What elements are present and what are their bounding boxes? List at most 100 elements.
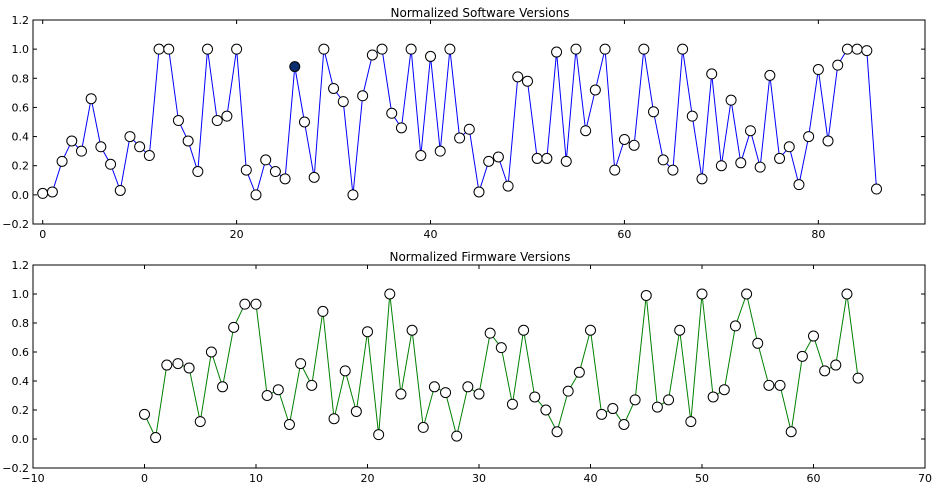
x-tick-label: 60 bbox=[807, 472, 821, 485]
data-point bbox=[366, 49, 378, 61]
data-point bbox=[852, 372, 864, 384]
data-point bbox=[161, 359, 173, 371]
data-point bbox=[764, 69, 776, 81]
data-point bbox=[283, 419, 295, 430]
data-point bbox=[463, 123, 475, 135]
data-point bbox=[37, 187, 49, 199]
data-point bbox=[95, 141, 107, 153]
plot-area: −10 0 10 20 30 40 50 60 70 −0.2 0.0 0.2 0.4 0.6 0.8 1.0… bbox=[2, 259, 932, 485]
data-point bbox=[250, 298, 262, 310]
data-point bbox=[793, 179, 805, 191]
chart-title: Normalized Firmware Versions bbox=[389, 250, 570, 264]
data-point bbox=[308, 171, 320, 183]
data-point bbox=[347, 189, 359, 201]
data-point bbox=[551, 426, 563, 438]
data-point bbox=[239, 298, 251, 310]
data-point bbox=[211, 115, 223, 127]
data-point bbox=[512, 71, 524, 83]
data-point bbox=[783, 141, 795, 153]
data-point bbox=[812, 64, 824, 76]
data-point bbox=[618, 133, 630, 145]
data-point bbox=[417, 421, 429, 433]
data-point bbox=[454, 132, 466, 144]
software-versions-chart: Normalized Software Versions 0 20 40 60 80 −0… bbox=[2, 6, 926, 241]
y-tick-label: 0.6 bbox=[12, 346, 30, 359]
data-point bbox=[192, 166, 204, 178]
data-point bbox=[250, 189, 262, 201]
y-tick-label: −0.2 bbox=[2, 462, 29, 475]
data-point bbox=[518, 324, 530, 336]
data-point bbox=[228, 321, 240, 333]
y-tick-label: 1.0 bbox=[12, 288, 30, 301]
data-point bbox=[328, 413, 340, 425]
x-tick-label: 30 bbox=[472, 472, 486, 485]
data-point bbox=[124, 131, 136, 143]
data-point bbox=[150, 432, 162, 444]
data-point bbox=[529, 391, 541, 403]
data-point bbox=[406, 324, 418, 336]
x-tick-label: 70 bbox=[918, 472, 932, 485]
data-point bbox=[822, 135, 834, 147]
data-point bbox=[114, 184, 126, 196]
data-point bbox=[677, 43, 689, 55]
data-point bbox=[744, 125, 756, 137]
data-point bbox=[752, 337, 764, 349]
data-point bbox=[618, 419, 630, 430]
data-point bbox=[696, 173, 708, 185]
y-tick-label: −0.2 bbox=[2, 218, 29, 231]
y-tick-label: 0.6 bbox=[12, 101, 30, 114]
data-point bbox=[183, 362, 195, 374]
data-point bbox=[85, 93, 97, 105]
data-point bbox=[502, 180, 514, 192]
x-tick-label: 20 bbox=[230, 228, 244, 241]
data-point bbox=[667, 164, 679, 176]
y-tick-label: 0.0 bbox=[12, 189, 30, 202]
x-tick-label: −10 bbox=[21, 472, 44, 485]
data-point bbox=[741, 288, 753, 300]
data-point bbox=[628, 139, 640, 151]
data-point bbox=[506, 398, 518, 410]
data-point bbox=[763, 379, 775, 391]
data-point bbox=[261, 390, 273, 401]
data-point bbox=[386, 107, 398, 119]
data-point bbox=[425, 50, 437, 62]
data-point bbox=[143, 150, 155, 162]
data-point bbox=[706, 68, 718, 80]
data-point bbox=[657, 154, 669, 166]
highlighted-data-point bbox=[289, 61, 301, 73]
x-tick-label: 50 bbox=[695, 472, 709, 485]
y-tick-label: 0.4 bbox=[12, 375, 30, 388]
data-point bbox=[570, 43, 582, 55]
data-point bbox=[298, 116, 310, 128]
data-point bbox=[328, 82, 340, 94]
data-point bbox=[362, 326, 373, 338]
data-point bbox=[541, 152, 553, 164]
data-point bbox=[46, 186, 58, 198]
x-tick-label: 0 bbox=[141, 472, 148, 485]
data-point bbox=[841, 43, 853, 55]
data-point bbox=[832, 59, 844, 71]
data-point bbox=[540, 404, 552, 416]
data-point bbox=[521, 75, 533, 87]
data-point bbox=[707, 391, 719, 403]
firmware-versions-chart: Normalized Firmware Versions −10 0 10 20 30 4… bbox=[2, 250, 932, 485]
x-tick-label: 80 bbox=[811, 228, 825, 241]
data-point bbox=[182, 135, 194, 147]
y-tick-label: 0.2 bbox=[12, 404, 30, 417]
data-point bbox=[376, 43, 388, 55]
y-tick-label: 0.4 bbox=[12, 131, 30, 144]
data-point bbox=[395, 388, 407, 400]
data-point bbox=[774, 152, 786, 164]
data-point bbox=[685, 416, 697, 428]
data-point bbox=[205, 346, 217, 358]
x-tick-label: 40 bbox=[424, 228, 438, 241]
data-point bbox=[139, 408, 150, 420]
data-point bbox=[373, 429, 385, 441]
data-point bbox=[272, 384, 284, 396]
data-point bbox=[585, 324, 596, 336]
data-point bbox=[640, 289, 652, 301]
data-point bbox=[562, 385, 574, 397]
chart-title: Normalized Software Versions bbox=[391, 6, 570, 20]
data-point bbox=[796, 350, 808, 362]
